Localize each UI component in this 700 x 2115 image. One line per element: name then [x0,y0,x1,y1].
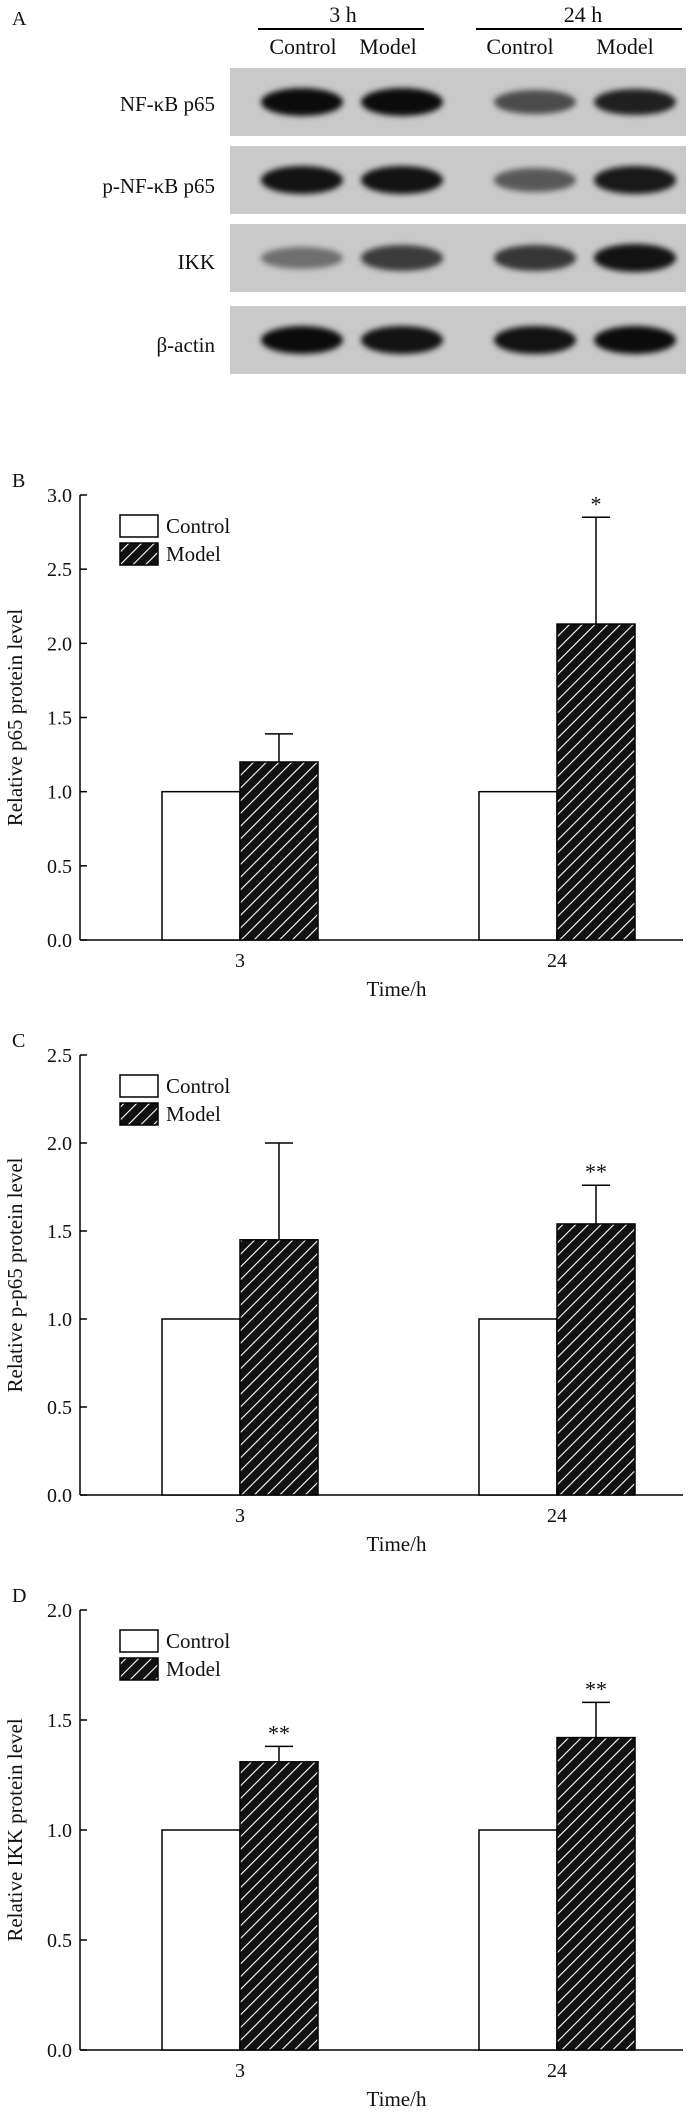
y-tick-label: 1.0 [47,782,72,804]
panel-letter: D [12,1585,26,1607]
x-tick-label: 3 [235,1505,245,1527]
blot-band [594,326,676,354]
time-group-24h: 24 h [563,2,603,27]
legend-label: Control [166,1629,230,1653]
blot-band [494,245,576,271]
blot-band [361,326,443,354]
y-axis-label: Relative IKK protein level [3,1718,27,1942]
y-tick-label: 0.5 [47,1930,72,1952]
y-axis-label: Relative p-p65 protein level [3,1157,27,1392]
y-tick-label: 1.5 [47,1221,72,1243]
bar-model [556,1736,636,2051]
bar-control [478,790,558,941]
bar-control [478,1829,558,2051]
lane-label-model-3h: Model [359,34,417,59]
significance-marker: ** [585,1676,607,1701]
legend-swatch-model [119,542,159,566]
blot-row-label: p-NF-κB p65 [102,174,215,198]
bar-control [161,790,241,941]
legend-label: Model [166,1102,221,1126]
chart-panel-b: B 0.0 0.5 1.0 1.5 2.0 2.5 3.0 Relative p65 prote… [3,470,683,1001]
panel-letter: C [12,1030,25,1052]
y-tick-label: 1.5 [47,708,72,730]
chart-panel-d: D 0.0 0.5 1.0 1.5 2.0 Relative IKK protein lev… [3,1585,683,2111]
lane-label-model-24h: Model [596,34,654,59]
blot-strip-p-nfkb-p65 [230,146,686,214]
y-tick-label: 2.0 [47,1133,72,1155]
blot-band [594,88,676,116]
significance-marker: ** [585,1159,607,1184]
legend-label: Model [166,542,221,566]
x-axis-label: Time/h [367,1532,427,1556]
y-tick-label: 2.0 [47,633,72,655]
lane-label-control-3h: Control [269,34,337,59]
bar-control [161,1318,241,1496]
bar-model [556,1223,636,1496]
y-tick-label: 1.0 [47,1820,72,1842]
bar-model [239,1239,319,1496]
y-tick-label: 0.0 [47,2040,72,2062]
blot-band [494,326,576,354]
blot-band [361,88,443,116]
blot-strip-ikk [230,224,686,292]
lane-label-control-24h: Control [486,34,554,59]
y-tick-label: 0.0 [47,1485,72,1507]
y-axis-label: Relative p65 protein level [3,609,27,827]
legend-label: Control [166,1074,230,1098]
bar-control [161,1829,241,2051]
blot-band [261,326,343,354]
y-tick-label: 2.5 [47,1045,72,1067]
bar-model [239,761,319,941]
x-tick-label: 24 [547,1505,567,1527]
y-tick-label: 0.5 [47,856,72,878]
blot-band [594,166,676,194]
legend-swatch-model [119,1102,159,1126]
blot-band [361,166,443,194]
blot-row-label: β-actin [156,333,216,357]
y-tick-label: 2.0 [47,1600,72,1622]
bar-model [239,1761,319,2051]
y-tick-label: 0.0 [47,930,72,952]
blot-band [261,166,343,194]
blot-strip-beta-actin [230,306,686,374]
blot-row-label: IKK [177,250,215,274]
y-tick-label: 0.5 [47,1397,72,1419]
time-group-3h: 3 h [329,2,357,27]
panel-letter: B [12,470,25,492]
blot-band [494,168,576,192]
x-tick-label: 24 [547,950,567,972]
legend-swatch-control [119,1074,159,1098]
blot-band [594,244,676,272]
y-tick-label: 3.0 [47,485,72,507]
blot-band [261,88,343,116]
significance-marker: * [591,491,602,516]
blot-strip-nfkb-p65 [230,68,686,136]
legend-label: Model [166,1657,221,1681]
x-tick-label: 3 [235,2060,245,2082]
bar-control [478,1318,558,1496]
legend-swatch-control [119,1629,159,1653]
bar-model [556,623,636,941]
chart-panel-c: C 0.0 0.5 1.0 1.5 2.0 2.5 Relative p-p65 protei… [3,1030,683,1556]
y-tick-label: 2.5 [47,559,72,581]
blot-band [261,246,343,270]
x-tick-label: 3 [235,950,245,972]
blot-band [361,245,443,271]
x-tick-label: 24 [547,2060,567,2082]
legend-swatch-model [119,1657,159,1681]
x-axis-label: Time/h [367,977,427,1001]
significance-marker: ** [268,1720,290,1745]
time-group-24h-line [476,28,682,30]
x-axis-label: Time/h [367,2087,427,2111]
time-group-3h-line [258,28,424,30]
blot-band [494,89,576,115]
y-tick-label: 1.0 [47,1309,72,1331]
legend-label: Control [166,514,230,538]
legend-swatch-control [119,514,159,538]
y-tick-label: 1.5 [47,1710,72,1732]
panel-letter-a: A [12,8,27,30]
blot-row-label: NF-κB p65 [119,92,215,116]
